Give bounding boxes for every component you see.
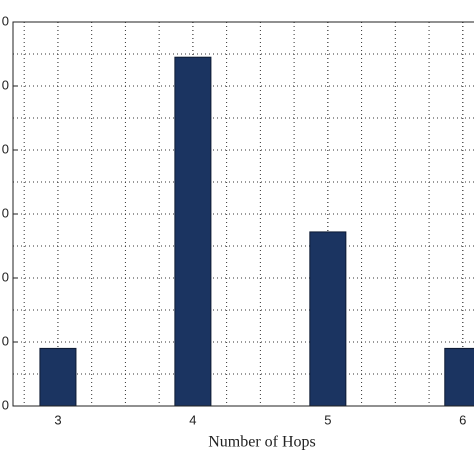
bar [174, 56, 212, 407]
bar [309, 231, 347, 407]
x-axis-label: Number of Hops [208, 434, 316, 451]
x-tick-label: 4 [189, 412, 196, 427]
y-tick-label: 0 [2, 333, 9, 348]
y-tick-label: 0 [2, 269, 9, 284]
x-tick-label: 5 [324, 412, 331, 427]
y-tick-label: 0 [2, 205, 9, 220]
x-tick-label: 6 [459, 412, 466, 427]
y-tick-label: 0 [2, 77, 9, 92]
x-tick-label: 3 [54, 412, 61, 427]
y-tick-label: 0 [2, 397, 9, 412]
plot-frame [12, 21, 474, 407]
y-tick-label: 0 [2, 141, 9, 156]
y-tick-label: 0 [2, 13, 9, 28]
bar [39, 347, 77, 407]
bar [444, 347, 474, 407]
